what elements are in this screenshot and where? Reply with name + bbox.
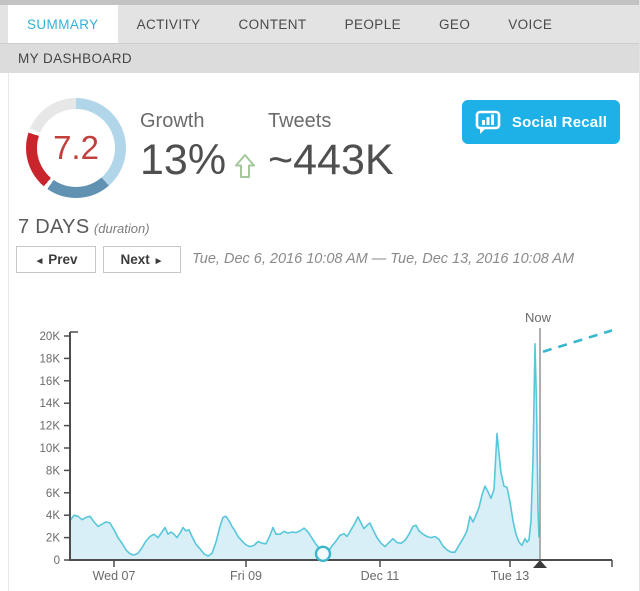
low-point-marker xyxy=(314,545,332,563)
y-tick-label: 12K xyxy=(40,421,61,433)
y-tick-label: 2K xyxy=(46,533,60,545)
y-tick-label: 8K xyxy=(46,465,60,477)
growth-label: Growth xyxy=(140,110,205,132)
y-tick-label: 14K xyxy=(40,398,61,410)
duration-value: 7 DAYS xyxy=(18,216,90,238)
prev-button[interactable]: ◄ Prev xyxy=(16,246,96,273)
date-range-text: Tue, Dec 6, 2016 10:08 AM — Tue, Dec 13,… xyxy=(192,251,575,267)
x-tick-label: Dec 11 xyxy=(361,569,400,583)
growth-value: 13% xyxy=(140,136,227,184)
next-arrow-icon: ► xyxy=(153,256,164,267)
projection-dashed-line xyxy=(542,329,613,353)
tab-activity[interactable]: ACTIVITY xyxy=(136,16,201,32)
y-tick-label: 10K xyxy=(40,443,61,455)
chart-bubble-icon xyxy=(475,110,501,134)
tweets-label: Tweets xyxy=(268,110,332,132)
y-tick-label: 0 xyxy=(54,555,60,567)
tweets-area-chart: Now 0 2K 4K 6K 8K 10K 12K 14K 16K 18K 20K Wed 07 Fri … xyxy=(40,310,613,583)
gauge-value: 7.2 xyxy=(53,129,99,166)
social-recall-label: Social Recall xyxy=(511,113,608,131)
y-tick-label: 4K xyxy=(46,510,60,522)
growth-stat: Growth 13% xyxy=(140,110,257,182)
tab-summary[interactable]: SUMMARY xyxy=(8,5,118,43)
area-fill xyxy=(70,343,539,560)
tweets-stat: Tweets ~443K xyxy=(268,110,394,182)
duration-qualifier: (duration) xyxy=(93,221,150,236)
x-tick-label: Tue 13 xyxy=(491,569,530,583)
duration-heading: 7 DAYS (duration) xyxy=(18,216,150,239)
tab-people[interactable]: PEOPLE xyxy=(344,16,402,32)
prev-arrow-icon: ◄ xyxy=(34,256,45,267)
now-marker-triangle xyxy=(533,560,547,568)
x-tick-label: Wed 07 xyxy=(93,569,136,583)
trend-up-arrow-icon xyxy=(235,153,256,178)
y-tick-label: 20K xyxy=(40,331,61,343)
y-tick-label: 18K xyxy=(40,353,61,365)
window-top-strip xyxy=(0,0,639,5)
my-dashboard-bar[interactable]: MY DASHBOARD xyxy=(0,43,639,73)
score-gauge: 7.2 xyxy=(26,98,126,198)
social-recall-button[interactable]: Social Recall xyxy=(462,100,620,144)
tab-content[interactable]: CONTENT xyxy=(238,16,307,32)
primary-tabs: SUMMARY ACTIVITY CONTENT PEOPLE GEO VOIC… xyxy=(0,5,639,43)
tab-voice[interactable]: VOICE xyxy=(508,16,553,32)
area-line xyxy=(69,343,540,557)
tweets-value: ~443K xyxy=(268,136,394,184)
tab-geo[interactable]: GEO xyxy=(439,16,471,32)
y-tick-label: 6K xyxy=(46,488,60,500)
y-tick-label: 16K xyxy=(40,376,61,388)
content-left-border xyxy=(8,73,9,591)
x-tick-label: Fri 09 xyxy=(230,569,262,583)
now-label: Now xyxy=(525,310,552,325)
next-button[interactable]: Next ► xyxy=(103,246,181,273)
